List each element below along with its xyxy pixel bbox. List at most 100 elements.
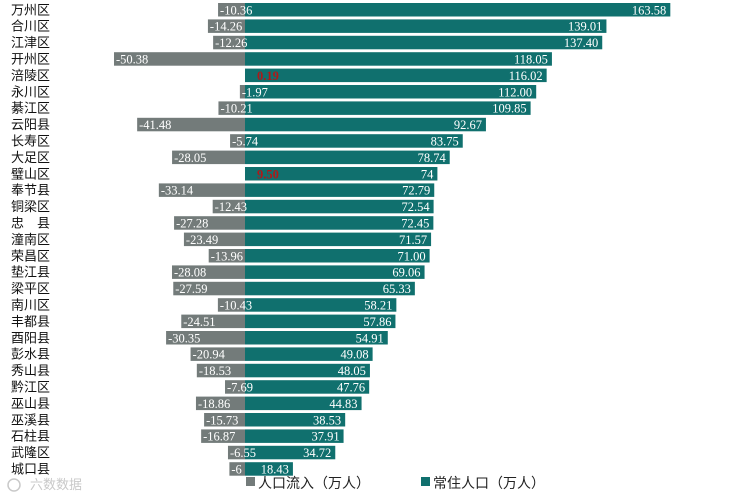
category-label: 铜梁区 xyxy=(11,200,50,215)
resident-bar xyxy=(245,380,370,394)
resident-bar xyxy=(245,19,607,33)
resident-data-label: 71.00 xyxy=(397,249,425,263)
watermark-text: 六数数据 xyxy=(30,478,82,493)
inflow-data-label: -28.05 xyxy=(174,151,206,165)
resident-data-label: 47.76 xyxy=(337,380,365,394)
category-labels: 万州区合川区江津区开州区涪陵区永川区綦江区云阳县长寿区大足区璧山区奉节县铜梁区忠… xyxy=(11,3,50,477)
resident-data-label: 74 xyxy=(421,167,434,181)
category-label: 潼南区 xyxy=(11,232,50,248)
resident-data-label: 54.91 xyxy=(356,331,384,345)
resident-data-label: 38.53 xyxy=(313,413,341,427)
inflow-bar xyxy=(196,363,245,378)
inflow-data-label: -24.51 xyxy=(183,315,215,329)
resident-data-label: 37.91 xyxy=(311,430,339,444)
inflow-bar xyxy=(173,281,245,296)
inflow-bar xyxy=(137,117,245,132)
resident-data-label: 112.00 xyxy=(498,85,532,99)
inflow-bar xyxy=(212,199,245,214)
category-label: 忠 县 xyxy=(11,216,50,231)
inflow-bar xyxy=(227,445,245,460)
inflow-data-label: -50.38 xyxy=(116,52,148,66)
category-label: 綦江区 xyxy=(11,102,50,117)
category-label: 垫江县 xyxy=(11,265,50,281)
inflow-bar xyxy=(158,183,245,197)
category-label: 秀山县 xyxy=(11,364,50,379)
resident-data-label: 72.54 xyxy=(401,200,430,214)
resident-bar xyxy=(245,249,430,263)
category-label: 巫溪县 xyxy=(11,413,50,428)
watermark-logo xyxy=(7,478,21,492)
inflow-data-label: -28.08 xyxy=(174,266,206,280)
inflow-bar xyxy=(171,265,245,279)
resident-data-label: 44.83 xyxy=(329,397,357,411)
inflow-bar xyxy=(229,462,245,476)
inflow-bar xyxy=(239,85,245,99)
category-label: 永川区 xyxy=(11,85,50,100)
inflow-data-label: -14.26 xyxy=(210,20,242,34)
inflow-bar xyxy=(181,314,245,329)
inflow-data-label: -20.94 xyxy=(193,348,226,362)
category-label: 奉节县 xyxy=(11,184,50,199)
inflow-data-label: 9.50 xyxy=(257,167,279,181)
inflow-data-label: -10.43 xyxy=(220,298,252,312)
resident-data-label: 71.57 xyxy=(399,233,427,247)
category-label: 城口县 xyxy=(11,462,50,477)
inflow-data-label: -13.96 xyxy=(211,249,243,263)
resident-data-label: 118.05 xyxy=(514,52,548,66)
category-label: 万州区 xyxy=(11,3,50,18)
category-label: 丰都县 xyxy=(11,315,50,330)
resident-bar xyxy=(245,150,450,165)
resident-data-label: 92.67 xyxy=(454,118,482,132)
resident-bar xyxy=(245,199,434,214)
inflow-bar xyxy=(195,396,245,411)
resident-bar xyxy=(245,85,537,99)
inflow-data-label: -5.74 xyxy=(232,134,259,148)
resident-bar xyxy=(245,298,397,312)
resident-bar xyxy=(245,216,434,230)
category-label: 合川区 xyxy=(11,20,50,35)
resident-data-label: 139.01 xyxy=(568,20,602,34)
legend-swatch-inflow xyxy=(246,477,255,486)
inflow-bar xyxy=(166,331,245,345)
legend: 人口流入（万人） 常住人口（万人） xyxy=(246,476,545,492)
resident-data-label: 72.79 xyxy=(402,184,430,198)
inflow-bar xyxy=(207,19,245,33)
inflow-data-label: -33.14 xyxy=(161,184,194,198)
category-label: 长寿区 xyxy=(11,134,50,149)
inflow-data-label: -18.86 xyxy=(198,397,230,411)
resident-bar xyxy=(245,429,344,443)
resident-bar xyxy=(245,347,373,361)
inflow-data-label: -41.48 xyxy=(139,118,171,132)
category-label: 大足区 xyxy=(11,151,50,166)
inflow-bar xyxy=(190,347,245,361)
inflow-data-label: -18.53 xyxy=(199,364,231,378)
inflow-data-label: -15.73 xyxy=(206,413,238,427)
inflow-bar xyxy=(217,298,245,312)
category-label: 武隆区 xyxy=(11,446,50,461)
resident-bar xyxy=(245,52,552,66)
resident-bar xyxy=(245,167,438,181)
resident-data-label: 137.40 xyxy=(564,36,598,50)
inflow-bar xyxy=(218,3,245,17)
inflow-bar xyxy=(230,134,245,148)
resident-bar xyxy=(245,363,370,378)
inflow-data-label: -27.28 xyxy=(176,216,208,230)
inflow-bar xyxy=(114,52,245,66)
resident-bar xyxy=(245,396,362,411)
resident-data-label: 163.58 xyxy=(632,3,666,17)
category-label: 云阳县 xyxy=(11,118,50,133)
inflow-bar xyxy=(174,216,245,230)
category-label: 江津区 xyxy=(11,36,50,51)
inflow-bar xyxy=(208,249,245,263)
resident-bar xyxy=(245,35,603,50)
resident-bar xyxy=(245,3,671,17)
inflow-data-label: -10.36 xyxy=(220,3,252,17)
resident-data-label: 69.06 xyxy=(392,266,420,280)
bars-layer xyxy=(114,3,671,476)
category-label: 开州区 xyxy=(11,52,50,67)
category-label: 彭水县 xyxy=(11,348,50,363)
inflow-bar xyxy=(204,413,245,427)
data-labels: -10.36 163.58 -14.26 139.01 -12.26 137.40 -50.… xyxy=(116,3,666,476)
resident-data-label: 116.02 xyxy=(509,69,543,83)
